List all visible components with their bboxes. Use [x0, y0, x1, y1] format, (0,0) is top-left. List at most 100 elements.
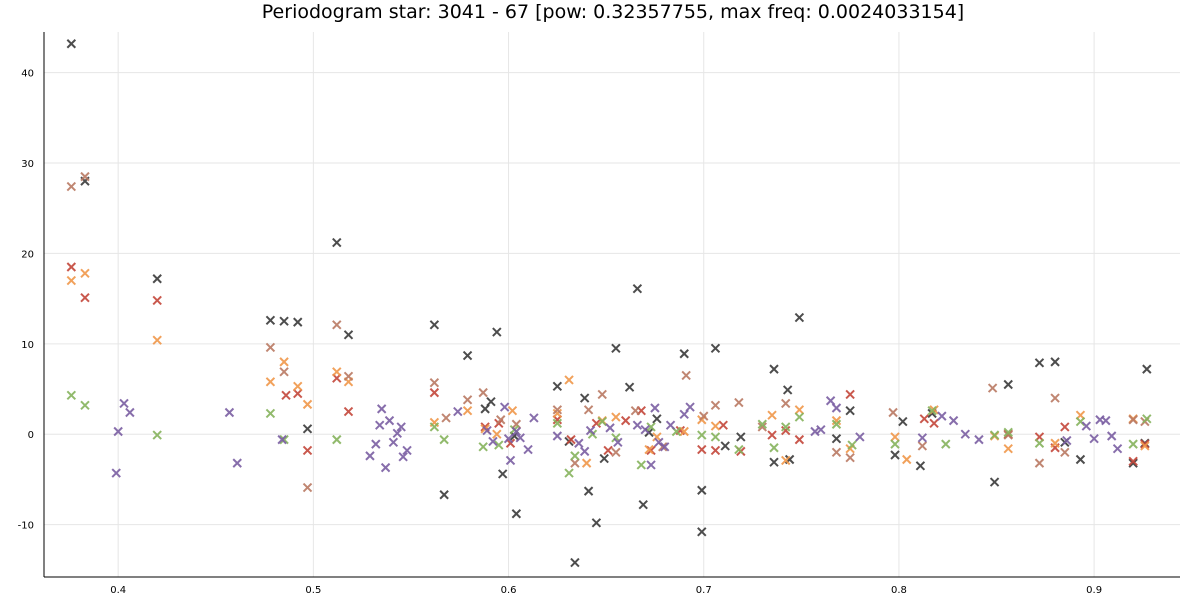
data-point-marker — [119, 398, 129, 409]
data-point-marker — [429, 320, 440, 330]
data-point-marker — [1050, 393, 1060, 403]
data-point-marker — [302, 424, 313, 434]
data-point-marker — [769, 364, 779, 374]
data-point-marker — [552, 381, 563, 392]
data-point-marker — [486, 396, 496, 407]
data-point-marker — [831, 419, 842, 429]
data-point-marker — [816, 424, 826, 435]
data-point-marker — [439, 434, 449, 445]
data-point-marker — [365, 451, 375, 461]
data-point-marker — [989, 477, 1000, 487]
data-point-marker — [579, 393, 590, 403]
data-point-marker — [1140, 439, 1150, 449]
data-point-marker — [1050, 438, 1060, 448]
data-point-marker — [640, 424, 650, 435]
data-point-marker — [332, 367, 342, 377]
data-point-marker — [293, 388, 303, 399]
grid — [44, 32, 1180, 577]
data-point-marker — [685, 402, 695, 412]
data-point-marker — [781, 425, 791, 436]
data-point-marker — [152, 430, 162, 440]
data-point-marker — [710, 400, 721, 410]
data-point-marker — [917, 441, 928, 451]
data-point-marker — [611, 412, 621, 422]
y-tick-label: -10 — [18, 521, 34, 532]
data-point-marker — [898, 416, 908, 427]
data-point-marker — [482, 425, 492, 436]
data-point-marker — [646, 460, 656, 470]
data-point-marker — [511, 426, 522, 437]
data-point-marker — [611, 343, 621, 354]
data-point-marker — [620, 415, 631, 426]
data-point-marker — [1128, 456, 1138, 467]
x-tick-label: 0.9 — [1086, 585, 1102, 596]
data-point-marker — [494, 440, 504, 450]
data-point-marker — [1089, 434, 1099, 444]
data-point-marker — [80, 400, 90, 410]
data-point-marker — [279, 316, 289, 326]
data-point-marker — [890, 432, 900, 442]
data-point-marker — [499, 402, 510, 412]
data-point-marker — [845, 452, 855, 463]
data-point-marker — [611, 447, 621, 457]
data-point-marker — [1128, 458, 1138, 468]
data-point-marker — [462, 350, 473, 361]
data-point-marker — [902, 454, 912, 465]
data-point-marker — [1142, 364, 1152, 374]
data-point-marker — [659, 442, 670, 452]
x-tick-label: 0.8 — [891, 585, 907, 596]
data-point-marker — [224, 407, 235, 418]
data-point-marker — [603, 445, 613, 456]
data-point-marker — [1106, 431, 1117, 441]
data-point-marker — [80, 293, 90, 303]
series-3 — [66, 171, 1150, 493]
data-point-marker — [697, 527, 707, 537]
data-point-marker — [710, 445, 721, 456]
data-point-marker — [570, 458, 580, 468]
data-point-marker — [781, 422, 791, 432]
chart-title: Periodogram star: 3041 - 67 [pow: 0.3235… — [262, 1, 964, 23]
data-point-marker — [505, 455, 516, 466]
data-point-marker — [989, 430, 1000, 440]
data-point-marker — [152, 295, 162, 306]
data-point-marker — [646, 422, 656, 432]
data-point-marker — [488, 436, 498, 447]
data-point-marker — [497, 469, 508, 479]
data-point-marker — [630, 405, 641, 416]
data-point-marker — [302, 399, 313, 410]
data-point-marker — [652, 414, 662, 424]
data-point-marker — [439, 490, 449, 500]
data-point-marker — [66, 262, 77, 272]
data-point-marker — [1003, 443, 1013, 454]
data-point-marker — [492, 429, 502, 439]
data-point-marker — [1034, 438, 1045, 448]
data-point-marker — [332, 434, 342, 445]
data-point-marker — [402, 445, 412, 456]
y-tick-label: 10 — [21, 340, 34, 351]
data-point-marker — [831, 415, 842, 426]
data-point-marker — [375, 420, 385, 430]
y-tick-label: 20 — [21, 249, 34, 260]
y-tick-label: 0 — [28, 430, 34, 441]
data-point-marker — [1003, 427, 1013, 438]
data-point-marker — [1062, 435, 1072, 446]
data-point-marker — [80, 171, 90, 182]
data-point-marker — [293, 381, 303, 392]
data-point-marker — [767, 410, 777, 420]
data-point-marker — [681, 370, 691, 381]
data-point-marker — [794, 434, 805, 445]
data-point-marker — [794, 412, 805, 422]
data-point-marker — [794, 312, 805, 323]
data-point-marker — [679, 426, 689, 437]
data-point-marker — [697, 444, 707, 455]
data-point-marker — [1003, 430, 1013, 440]
data-point-marker — [302, 445, 313, 456]
series-0 — [66, 39, 1152, 568]
data-point-marker — [380, 462, 391, 473]
data-point-marker — [583, 405, 594, 415]
data-point-marker — [462, 405, 473, 416]
data-point-marker — [710, 421, 721, 431]
data-point-marker — [890, 450, 900, 460]
data-point-marker — [552, 431, 563, 441]
data-point-marker — [279, 434, 289, 445]
